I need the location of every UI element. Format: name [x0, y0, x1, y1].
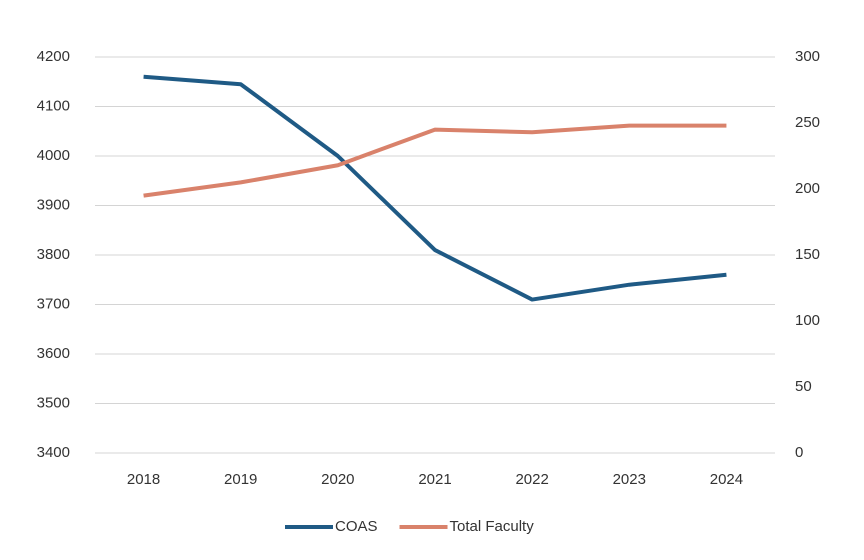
x-tick-label: 2018: [127, 471, 160, 488]
y-tick-label: 3600: [37, 345, 70, 362]
y-tick-label: 3900: [37, 196, 70, 213]
y-tick-label: 3400: [37, 444, 70, 461]
y-tick-label: 4100: [37, 97, 70, 114]
y-tick-label: 3700: [37, 295, 70, 312]
x-tick-label: 2021: [418, 471, 451, 488]
x-tick-label: 2019: [224, 471, 257, 488]
y-tick-label: 4000: [37, 147, 70, 164]
y2-tick-label: 300: [795, 48, 820, 65]
y2-tick-label: 0: [795, 444, 803, 461]
y-tick-label: 3500: [37, 394, 70, 411]
x-tick-label: 2023: [613, 471, 646, 488]
y2-tick-label: 150: [795, 246, 820, 263]
x-tick-label: 2020: [321, 471, 354, 488]
series-line: [143, 74, 727, 302]
y2-tick-label: 200: [795, 180, 820, 197]
legend-label: Total Faculty: [450, 518, 535, 535]
y2-tick-label: 250: [795, 114, 820, 131]
y-tick-label: 4200: [37, 48, 70, 65]
series-line: [143, 123, 727, 198]
y2-tick-label: 100: [795, 312, 820, 329]
x-tick-label: 2024: [710, 471, 743, 488]
x-tick-label: 2022: [515, 471, 548, 488]
y2-tick-label: 50: [795, 378, 812, 395]
legend-label: COAS: [335, 518, 378, 535]
y-tick-label: 3800: [37, 246, 70, 263]
